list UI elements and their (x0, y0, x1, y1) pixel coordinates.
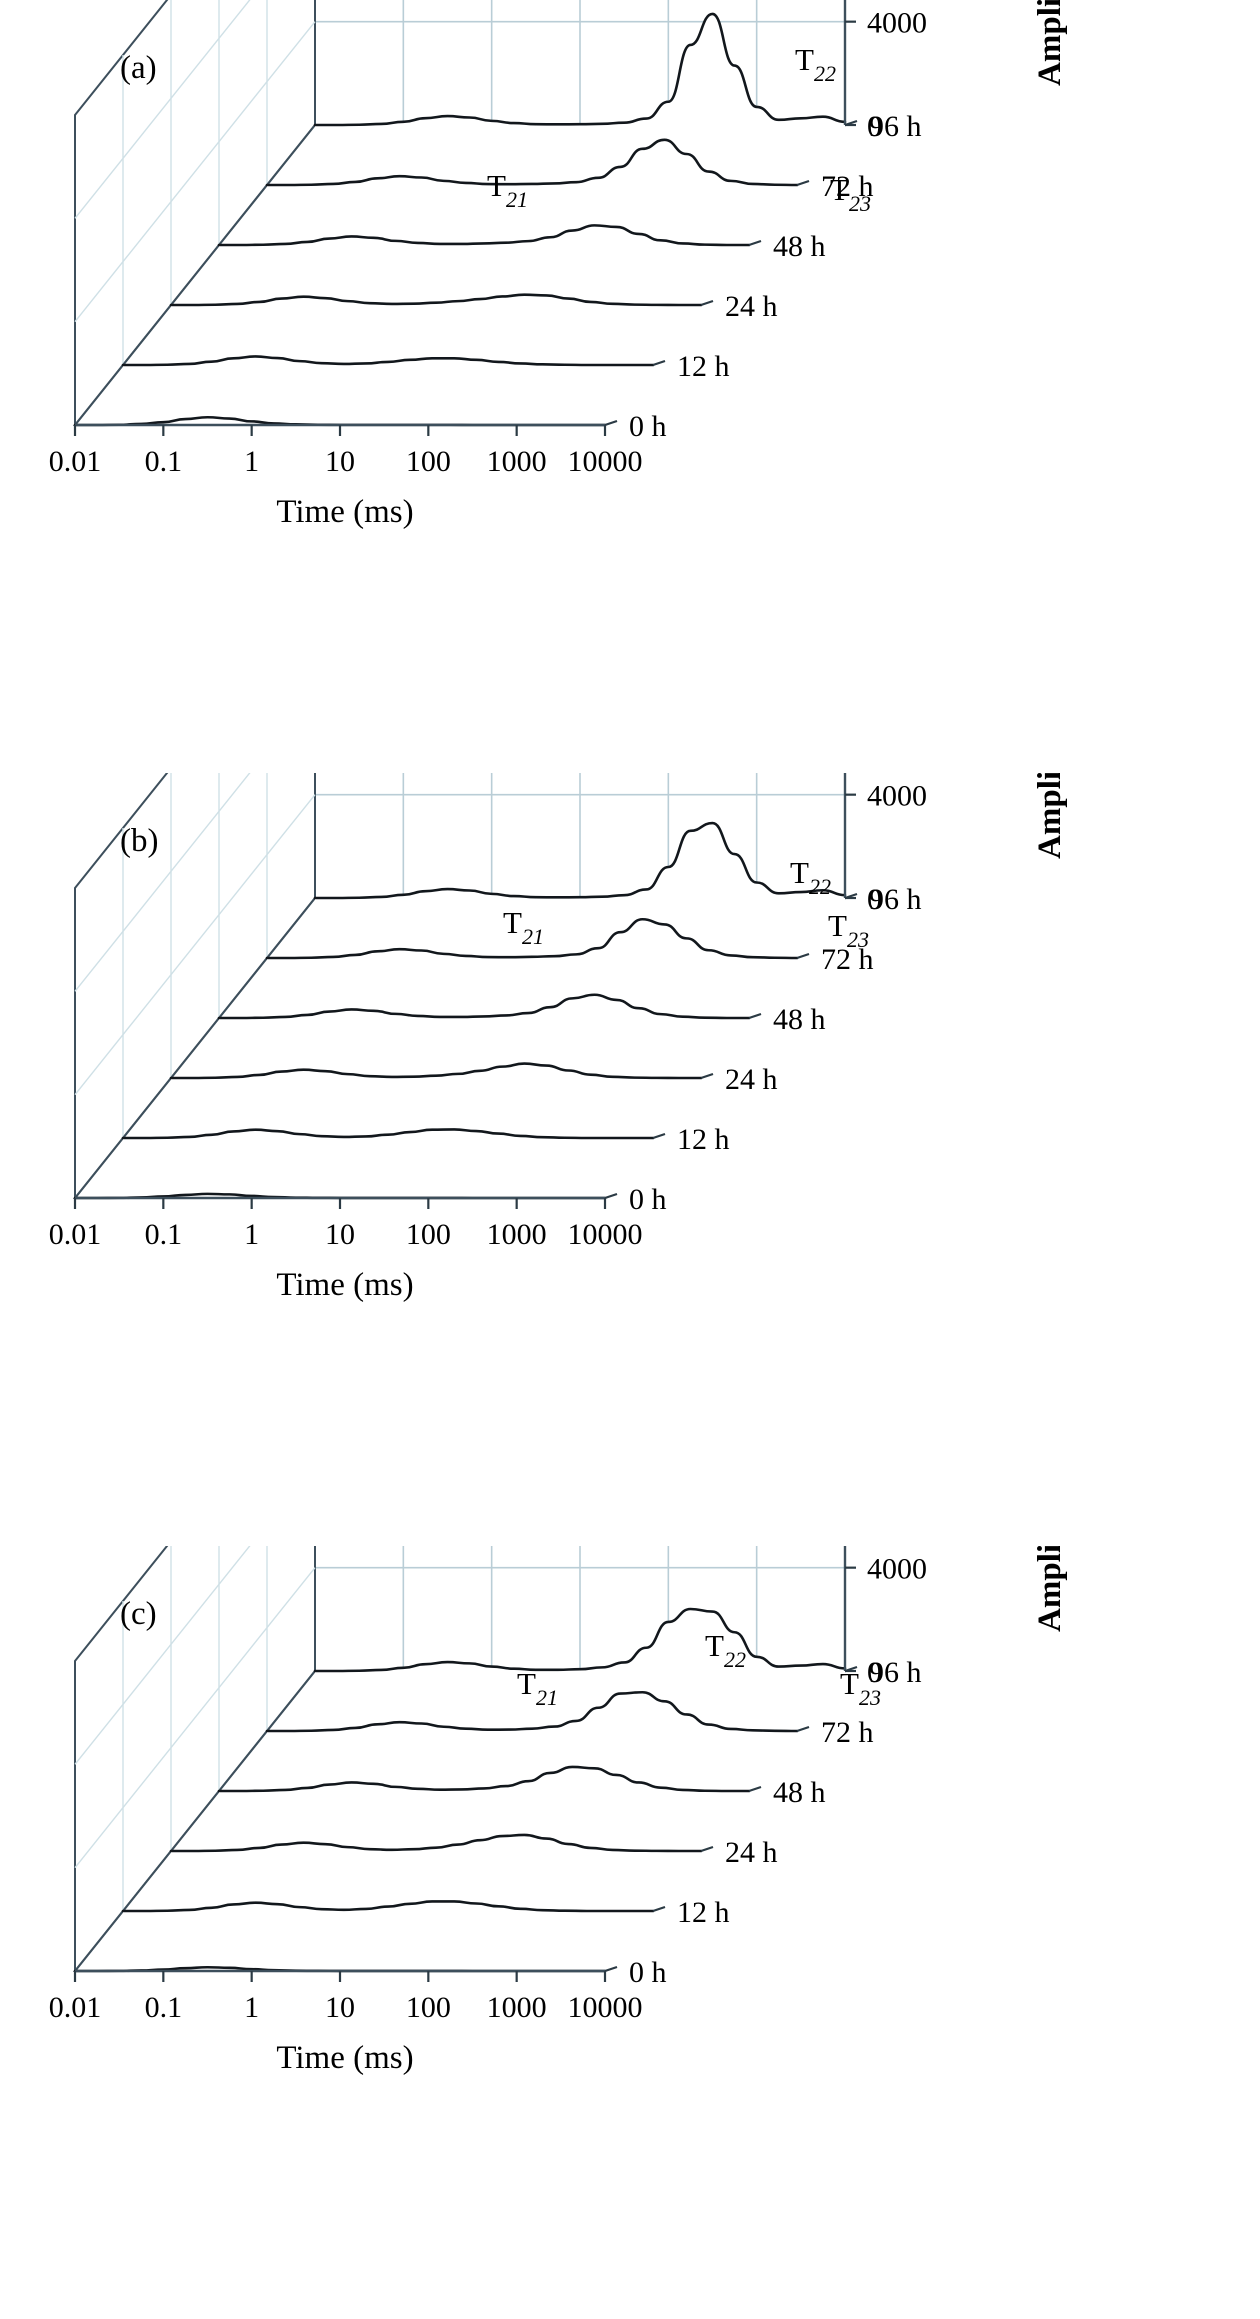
peak-label-t23: T 23 (828, 908, 869, 952)
peak-label-t21: T 21 (503, 905, 544, 949)
z-tick-label: 4000 (867, 780, 927, 813)
z-tick-label: 0 (867, 110, 882, 143)
z-tick-label: 0 (867, 1656, 882, 1689)
panel-label: (b) (120, 823, 158, 859)
panel-a: 12000800040000Amplitude (a.u.)96 h72 h48… (0, 0, 1260, 773)
z-tick-label: 4000 (867, 7, 927, 40)
amplitude-axis-title: Amplitude (a.u.) (1032, 1546, 1068, 1632)
peak-label-t22: T 22 (790, 855, 831, 899)
z-tick-label: 4000 (867, 1553, 927, 1586)
x-tick-label: 1 (244, 1218, 259, 1251)
svg-text:22: 22 (814, 61, 836, 86)
svg-text:T: T (830, 172, 849, 207)
amplitude-axis-title: Amplitude (a.u.) (1032, 0, 1068, 86)
x-tick-label: 1000 (487, 1991, 547, 2024)
x-tick-label: 10000 (568, 445, 643, 478)
x-tick-label: 1 (244, 445, 259, 478)
series-tick-label: 72 h (821, 1716, 874, 1749)
series-tick-label: 96 h (869, 110, 922, 143)
x-tick-label: 10000 (568, 1218, 643, 1251)
peak-label-t23: T 23 (840, 1666, 881, 1710)
svg-text:23: 23 (847, 927, 869, 952)
series-tick-label: 96 h (869, 883, 922, 916)
x-tick-label: 100 (406, 1218, 451, 1251)
svg-text:T: T (790, 855, 809, 890)
series-tick-label: 0 h (629, 1956, 667, 1989)
peak-label-t22: T 22 (795, 42, 836, 86)
svg-text:21: 21 (522, 924, 544, 949)
series-tick-label: 72 h (821, 170, 874, 203)
svg-text:T: T (503, 905, 522, 940)
x-tick-label: 10 (325, 1218, 355, 1251)
series-tick-label: 24 h (725, 1063, 778, 1096)
x-tick-label: 10 (325, 445, 355, 478)
x-tick-label: 100 (406, 1991, 451, 2024)
x-tick-label: 100 (406, 445, 451, 478)
svg-text:T: T (487, 168, 506, 203)
peak-label-t21: T 21 (517, 1666, 558, 1710)
series-tick-label: 12 h (677, 350, 730, 383)
panel-label: (c) (120, 1596, 157, 1632)
panel-label: (a) (120, 50, 157, 86)
peak-label-t22: T 22 (705, 1628, 746, 1672)
time-axis-title: Time (ms) (276, 494, 413, 530)
x-tick-label: 0.1 (145, 1991, 183, 2024)
amplitude-axis-title: Amplitude (a.u.) (1032, 773, 1068, 859)
series-tick-label: 12 h (677, 1896, 730, 1929)
x-tick-label: 0.1 (145, 1218, 183, 1251)
svg-text:T: T (517, 1666, 536, 1701)
svg-text:21: 21 (536, 1685, 558, 1710)
peak-label-t21: T 21 (487, 168, 528, 212)
panel-c: 12000800040000Amplitude (a.u.)96 h72 h48… (0, 1546, 1260, 2319)
series-tick-label: 48 h (773, 230, 826, 263)
series-tick-label: 96 h (869, 1656, 922, 1689)
peak-label-t23: T 23 (830, 172, 871, 216)
series-tick-label: 48 h (773, 1776, 826, 1809)
x-tick-label: 10 (325, 1991, 355, 2024)
svg-text:23: 23 (849, 191, 871, 216)
svg-text:21: 21 (506, 187, 528, 212)
series-tick-label: 48 h (773, 1003, 826, 1036)
svg-text:23: 23 (859, 1685, 881, 1710)
x-tick-label: 0.01 (49, 1218, 102, 1251)
x-tick-label: 0.01 (49, 1991, 102, 2024)
x-tick-label: 10000 (568, 1991, 643, 2024)
series-tick-label: 0 h (629, 1183, 667, 1216)
series-tick-label: 72 h (821, 943, 874, 976)
svg-text:T: T (795, 42, 814, 77)
x-tick-label: 0.01 (49, 445, 102, 478)
svg-text:22: 22 (809, 874, 831, 899)
series-tick-label: 12 h (677, 1123, 730, 1156)
svg-text:22: 22 (724, 1647, 746, 1672)
x-tick-label: 1 (244, 1991, 259, 2024)
z-tick-label: 0 (867, 883, 882, 916)
svg-text:T: T (828, 908, 847, 943)
time-axis-title: Time (ms) (276, 1267, 413, 1303)
time-axis-title: Time (ms) (276, 2040, 413, 2076)
series-tick-label: 24 h (725, 1836, 778, 1869)
series-tick-label: 0 h (629, 410, 667, 443)
svg-text:T: T (705, 1628, 724, 1663)
series-tick-label: 24 h (725, 290, 778, 323)
x-tick-label: 1000 (487, 1218, 547, 1251)
x-tick-label: 1000 (487, 445, 547, 478)
svg-text:T: T (840, 1666, 859, 1701)
panel-b: 12000800040000Amplitude (a.u.)96 h72 h48… (0, 773, 1260, 1546)
x-tick-label: 0.1 (145, 445, 183, 478)
